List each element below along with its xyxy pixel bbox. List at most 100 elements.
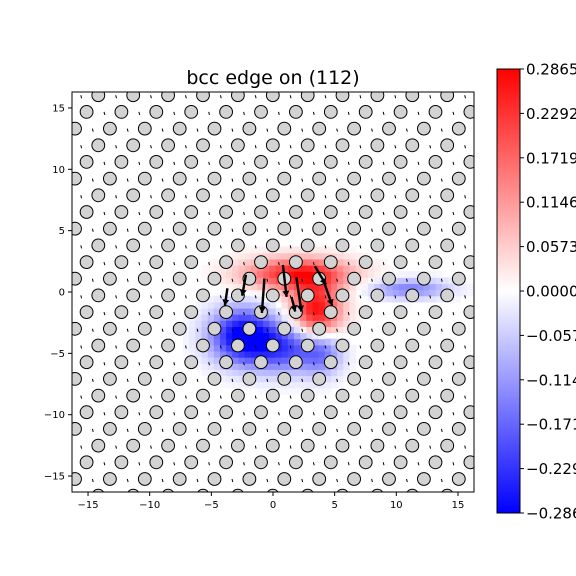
atom bbox=[219, 255, 234, 270]
quiver-mark bbox=[289, 195, 292, 199]
atom bbox=[335, 238, 350, 253]
quiver-mark bbox=[103, 362, 106, 366]
x-tick-label: −15 bbox=[77, 500, 98, 511]
field-cell bbox=[201, 320, 209, 327]
field-cell bbox=[306, 277, 314, 285]
field-cell bbox=[293, 295, 301, 303]
field-cell bbox=[182, 338, 190, 346]
atom bbox=[358, 305, 373, 320]
quiver-layer bbox=[80, 95, 477, 483]
atom bbox=[405, 438, 420, 453]
atom bbox=[149, 255, 164, 270]
field-cell bbox=[201, 363, 209, 370]
field-cell bbox=[269, 326, 277, 334]
field-cell bbox=[374, 277, 381, 285]
field-cell bbox=[355, 265, 363, 272]
quiver-mark bbox=[289, 145, 292, 149]
field-cell bbox=[324, 301, 332, 309]
quiver-mark bbox=[301, 378, 304, 383]
field-cell bbox=[219, 338, 227, 346]
quiver-mark bbox=[324, 95, 327, 99]
atom bbox=[219, 405, 234, 420]
field-cell bbox=[207, 344, 215, 352]
colorbar-tick-label: −0.286 bbox=[526, 505, 576, 523]
atom bbox=[312, 472, 327, 486]
atom bbox=[57, 239, 70, 252]
atom bbox=[196, 288, 210, 303]
quiver-mark bbox=[359, 245, 362, 249]
field-cell bbox=[238, 265, 246, 272]
field-cell bbox=[213, 265, 221, 272]
atom bbox=[149, 105, 164, 119]
quiver-mark bbox=[440, 278, 443, 282]
field-cell bbox=[287, 301, 295, 309]
field-cell bbox=[201, 265, 209, 272]
field-cell bbox=[429, 277, 437, 285]
quiver-mark bbox=[417, 412, 420, 416]
atom bbox=[57, 89, 70, 102]
field-cell bbox=[275, 387, 283, 395]
field-cell bbox=[207, 295, 215, 303]
field-cell bbox=[195, 307, 203, 315]
field-cell bbox=[256, 338, 264, 346]
atom bbox=[323, 255, 338, 270]
quiver-mark bbox=[371, 428, 373, 433]
quiver-mark bbox=[138, 362, 141, 366]
field-cell bbox=[330, 283, 338, 291]
field-cell bbox=[201, 301, 209, 309]
quiver-mark bbox=[394, 145, 397, 149]
atom bbox=[335, 388, 350, 403]
atom bbox=[405, 338, 420, 353]
quiver-mark bbox=[91, 228, 94, 232]
quiver-mark bbox=[347, 111, 350, 116]
displacement-arrow bbox=[295, 277, 304, 312]
atom bbox=[428, 405, 443, 420]
quiver-mark bbox=[476, 329, 477, 332]
atom bbox=[335, 188, 350, 203]
field-cell bbox=[386, 283, 394, 291]
field-cell bbox=[367, 295, 375, 303]
field-cell bbox=[226, 277, 233, 285]
quiver-mark bbox=[464, 345, 466, 349]
quiver-mark bbox=[115, 95, 117, 99]
atom bbox=[417, 271, 431, 286]
field-cell bbox=[318, 338, 326, 346]
field-cell bbox=[232, 252, 240, 260]
field-cell bbox=[355, 301, 363, 309]
field-cell bbox=[244, 258, 252, 266]
field-cell bbox=[250, 357, 258, 364]
field-cell bbox=[201, 350, 209, 358]
field-cell bbox=[232, 369, 240, 377]
atom bbox=[57, 439, 70, 452]
field-cell bbox=[349, 283, 357, 291]
atom bbox=[196, 338, 210, 353]
quiver-mark bbox=[208, 462, 210, 466]
field-cell bbox=[361, 283, 369, 291]
y-tick-label: −5 bbox=[50, 349, 65, 360]
field-cell bbox=[318, 357, 326, 364]
atom bbox=[417, 372, 431, 386]
atom bbox=[265, 438, 280, 453]
colorbar-tick-label: −0.171 bbox=[526, 416, 576, 434]
field-cell bbox=[318, 289, 326, 297]
field-cell bbox=[238, 375, 246, 383]
quiver-mark bbox=[312, 261, 315, 266]
atom bbox=[476, 489, 489, 502]
atom bbox=[126, 188, 141, 203]
quiver-mark bbox=[208, 362, 210, 366]
field-cell bbox=[300, 381, 307, 389]
field-cell bbox=[250, 320, 258, 327]
field-cell bbox=[343, 363, 351, 370]
field-cell bbox=[250, 344, 258, 352]
field-cell bbox=[287, 387, 295, 395]
x-tick-label: −10 bbox=[139, 500, 160, 511]
displacement-arrow bbox=[258, 278, 266, 313]
field-cell bbox=[324, 246, 332, 254]
quiver-mark bbox=[371, 328, 373, 332]
atom bbox=[196, 388, 210, 403]
field-cell bbox=[281, 246, 289, 254]
field-cell bbox=[281, 338, 289, 346]
atom bbox=[323, 105, 338, 119]
quiver-mark bbox=[243, 462, 245, 466]
field-cell bbox=[269, 301, 277, 309]
